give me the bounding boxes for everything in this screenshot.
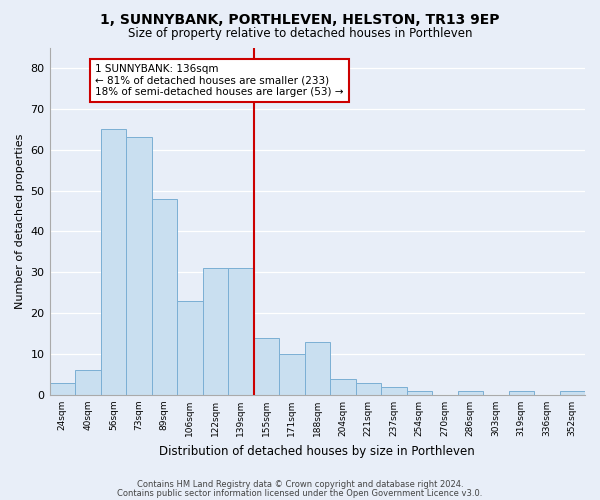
Bar	[228, 268, 254, 395]
Text: Contains public sector information licensed under the Open Government Licence v3: Contains public sector information licen…	[118, 488, 482, 498]
Bar	[279, 354, 305, 395]
Bar	[458, 391, 483, 395]
Bar	[509, 391, 534, 395]
Bar	[407, 391, 432, 395]
Bar	[126, 138, 152, 395]
Bar	[560, 391, 585, 395]
Bar	[381, 387, 407, 395]
Bar	[356, 382, 381, 395]
Text: Contains HM Land Registry data © Crown copyright and database right 2024.: Contains HM Land Registry data © Crown c…	[137, 480, 463, 489]
Bar	[177, 301, 203, 395]
Text: 1 SUNNYBANK: 136sqm
← 81% of detached houses are smaller (233)
18% of semi-detac: 1 SUNNYBANK: 136sqm ← 81% of detached ho…	[95, 64, 344, 97]
Bar	[101, 129, 126, 395]
Bar	[152, 198, 177, 395]
Bar	[203, 268, 228, 395]
Bar	[50, 382, 75, 395]
Text: 1, SUNNYBANK, PORTHLEVEN, HELSTON, TR13 9EP: 1, SUNNYBANK, PORTHLEVEN, HELSTON, TR13 …	[100, 12, 500, 26]
Text: Size of property relative to detached houses in Porthleven: Size of property relative to detached ho…	[128, 28, 472, 40]
Bar	[330, 378, 356, 395]
Y-axis label: Number of detached properties: Number of detached properties	[15, 134, 25, 309]
X-axis label: Distribution of detached houses by size in Porthleven: Distribution of detached houses by size …	[160, 444, 475, 458]
Bar	[75, 370, 101, 395]
Bar	[254, 338, 279, 395]
Bar	[305, 342, 330, 395]
